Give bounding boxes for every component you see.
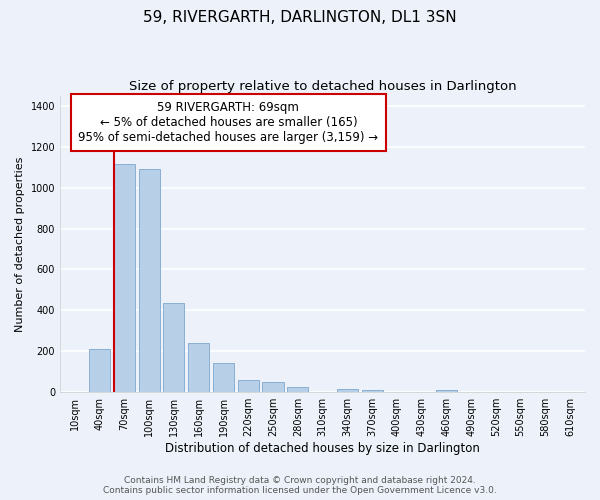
Text: 59, RIVERGARTH, DARLINGTON, DL1 3SN: 59, RIVERGARTH, DARLINGTON, DL1 3SN xyxy=(143,10,457,25)
Y-axis label: Number of detached properties: Number of detached properties xyxy=(15,156,25,332)
Bar xyxy=(163,303,184,392)
Bar xyxy=(139,169,160,392)
Bar xyxy=(362,390,383,392)
Bar xyxy=(436,390,457,392)
Title: Size of property relative to detached houses in Darlington: Size of property relative to detached ho… xyxy=(129,80,517,93)
Bar xyxy=(188,343,209,392)
Text: 59 RIVERGARTH: 69sqm
← 5% of detached houses are smaller (165)
95% of semi-detac: 59 RIVERGARTH: 69sqm ← 5% of detached ho… xyxy=(79,100,379,144)
Bar xyxy=(114,164,135,392)
Bar xyxy=(287,387,308,392)
Bar xyxy=(238,380,259,392)
Bar xyxy=(337,389,358,392)
Text: Contains HM Land Registry data © Crown copyright and database right 2024.
Contai: Contains HM Land Registry data © Crown c… xyxy=(103,476,497,495)
Bar xyxy=(262,382,284,392)
X-axis label: Distribution of detached houses by size in Darlington: Distribution of detached houses by size … xyxy=(165,442,480,455)
Bar xyxy=(89,349,110,392)
Bar xyxy=(213,362,234,392)
